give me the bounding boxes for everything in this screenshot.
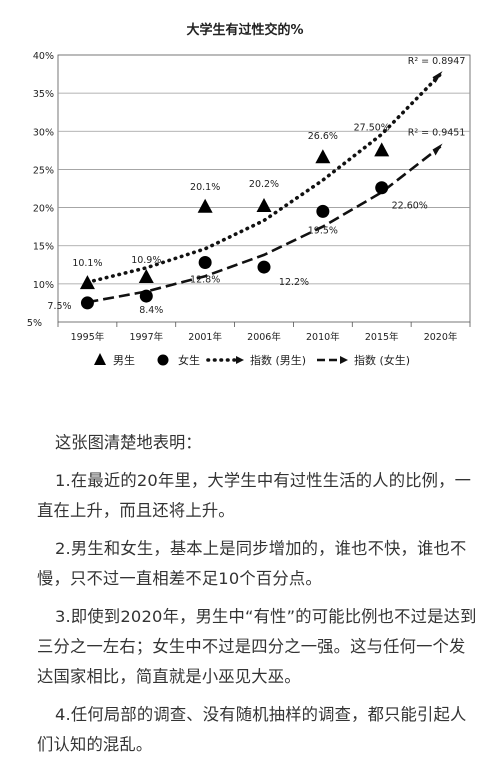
female-data-label: 12.2% — [279, 277, 309, 288]
x-tick-label: 2020年 — [424, 331, 458, 343]
trendline-arrowhead — [432, 143, 443, 156]
legend-male-trend-label: 指数 (男生) — [250, 353, 306, 367]
female-data-point — [375, 181, 389, 195]
article-intro: 这张图清楚地表明： — [55, 433, 202, 452]
female-data-point — [198, 255, 212, 269]
y-tick-label: 40% — [33, 51, 54, 62]
male-data-label: 10.9% — [131, 255, 161, 266]
male-data-label: 20.1% — [190, 182, 220, 193]
male-data-point — [374, 142, 390, 157]
y-tick-label: 25% — [33, 165, 54, 176]
y-tick-label: 20% — [33, 204, 54, 215]
article-point-1: 1.在最近的20年里，大学生中有过性生活的人的比例，一直在上升，而且还将上升。 — [37, 471, 472, 520]
legend-female-label: 女生 — [178, 353, 200, 367]
article-text: 这张图清楚地表明： 1.在最近的20年里，大学生中有过性生活的人的比例，一直在上… — [37, 428, 477, 768]
axes: 5% 10% 15% 20% 25% 30% 35% 40% 1995年 1997年 2001年 20… — [27, 51, 471, 343]
legend-female-marker — [157, 354, 169, 366]
trendline-arrowhead — [432, 71, 443, 84]
x-tick-label: 1997年 — [129, 331, 163, 343]
female-data-label: 19.5% — [308, 225, 338, 236]
trendline-female — [87, 145, 442, 304]
x-tick-label: 2006年 — [247, 331, 281, 343]
article-point-2: 2.男生和女生，基本上是同步增加的，谁也不快，谁也不慢，只不过一直相差不足10个… — [37, 539, 467, 588]
r-squared-label: R² = 0.9451 — [408, 128, 466, 139]
male-data-point — [138, 268, 154, 283]
legend-female-trend-label: 指数 (女生) — [354, 353, 410, 367]
y-tick-label: 15% — [33, 242, 54, 253]
r-squared-label: R² = 0.8947 — [408, 56, 466, 67]
chart-svg: 大学生有过性交的% 5% 10% 15% 20% 25% 30% 35% 40% 1995年 19… — [27, 22, 471, 367]
male-data-label: 26.6% — [308, 131, 338, 142]
y-tick-label: 5% — [27, 318, 42, 329]
female-data-point — [257, 260, 271, 274]
male-data-label: 10.1% — [72, 258, 102, 269]
male-data-label: 27.50% — [354, 122, 390, 133]
article-point-4: 4.任何局部的调查、没有随机抽样的调查，都只能引起人们认知的混乱。 — [37, 705, 467, 754]
female-data-label: 7.5% — [47, 301, 71, 312]
x-tick-label: 2015年 — [365, 331, 399, 343]
x-tick-label: 2001年 — [188, 331, 222, 343]
trendline-male — [85, 72, 443, 285]
data-points: 10.1% 10.9% 20.1% 20.2% 26.6% 27.50% 7.5% 8.4% 1… — [47, 122, 427, 316]
female-data-point — [80, 296, 94, 310]
y-tick-label: 10% — [33, 280, 54, 291]
x-tick-label: 2010年 — [306, 331, 340, 343]
male-data-point — [197, 198, 213, 213]
male-data-point — [256, 198, 272, 213]
chart-container: 大学生有过性交的% 5% 10% 15% 20% 25% 30% 35% 40% 1995年 19… — [27, 22, 471, 367]
male-data-label: 20.2% — [249, 179, 279, 190]
male-data-point — [79, 275, 95, 290]
x-tick-label: 1995年 — [71, 331, 105, 343]
trendlines: R² = 0.8947 R² = 0.9451 — [85, 56, 466, 304]
female-data-point — [139, 289, 153, 303]
plot-area — [57, 54, 471, 323]
legend: 男生 女生 指数 (男生) 指数 (女生) — [94, 353, 410, 367]
legend-female-trend-arrow — [340, 356, 348, 364]
legend-male-label: 男生 — [113, 353, 135, 367]
y-tick-label: 35% — [33, 89, 54, 100]
female-data-label: 12.8% — [190, 274, 220, 285]
y-tick-label: 30% — [33, 127, 54, 138]
chart-title: 大学生有过性交的% — [186, 22, 303, 38]
female-data-label: 22.60% — [392, 201, 428, 212]
gridlines — [57, 54, 471, 323]
male-data-point — [315, 149, 331, 164]
legend-male-trend-arrow — [236, 356, 244, 364]
legend-male-marker — [94, 353, 106, 365]
female-data-label: 8.4% — [139, 305, 163, 316]
female-data-point — [316, 204, 330, 218]
article-point-3: 3.即使到2020年，男生中“有性”的可能比例也不过是达到三分之一左右；女生中不… — [37, 607, 477, 686]
